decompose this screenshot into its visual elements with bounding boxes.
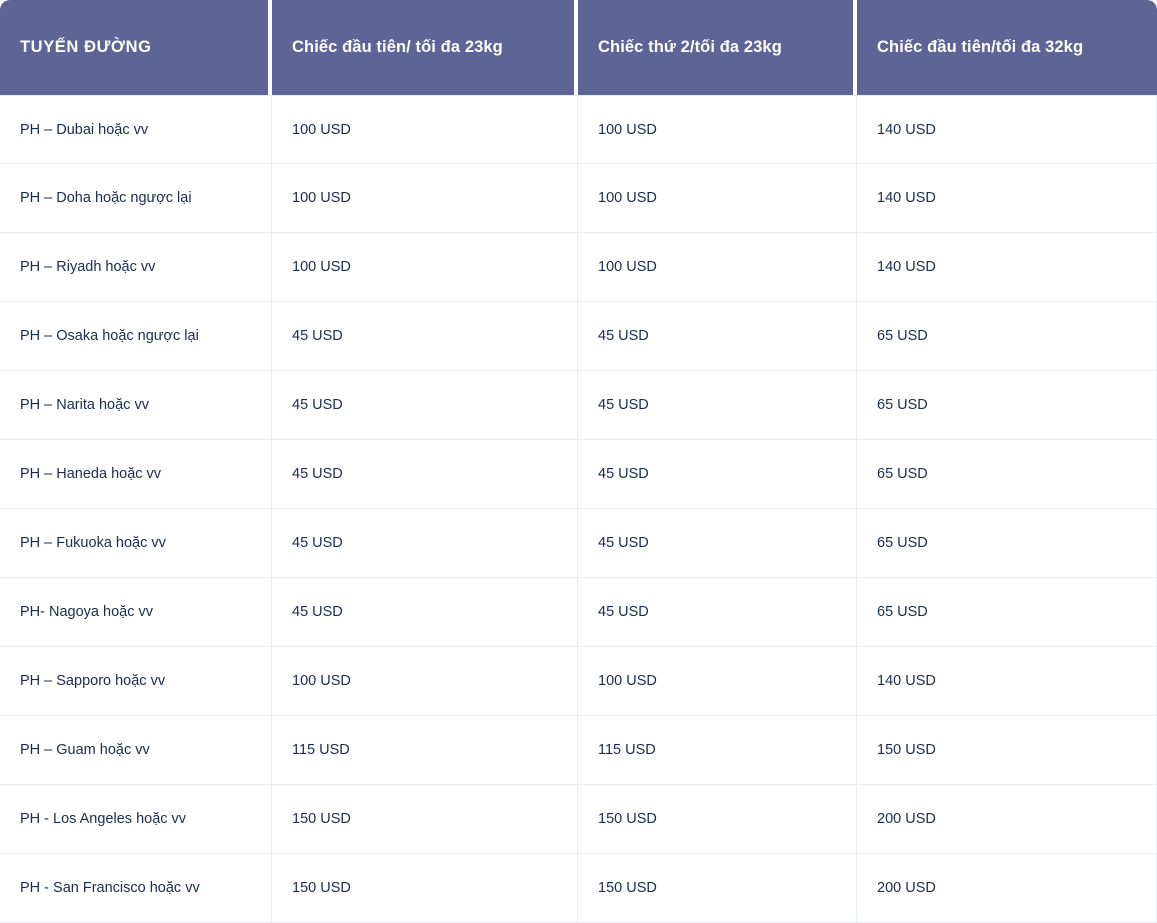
table-row: PH - San Francisco hoặc vv 150 USD 150 USD… — [0, 854, 1157, 923]
cell-second: 45 USD — [578, 509, 857, 578]
table-row: PH – Riyadh hoặc vv 100 USD 100 USD 140 USD — [0, 233, 1157, 302]
cell-second: 100 USD — [578, 95, 857, 164]
cell-second: 100 USD — [578, 647, 857, 716]
table-row: PH – Doha hoặc ngược lại 100 USD 100 USD 14… — [0, 164, 1157, 233]
cell-route: PH – Osaka hoặc ngược lại — [0, 302, 272, 371]
column-header-first: Chiếc đầu tiên/ tối đa 23kg — [272, 0, 578, 95]
cell-route: PH – Sapporo hoặc vv — [0, 647, 272, 716]
cell-second: 45 USD — [578, 371, 857, 440]
table-row: PH – Guam hoặc vv 115 USD 115 USD 150 USD — [0, 716, 1157, 785]
cell-third: 65 USD — [857, 509, 1157, 578]
cell-first: 100 USD — [272, 164, 578, 233]
table-row: PH- Nagoya hoặc vv 45 USD 45 USD 65 USD — [0, 578, 1157, 647]
cell-first: 150 USD — [272, 785, 578, 854]
cell-third: 65 USD — [857, 302, 1157, 371]
table-row: PH – Fukuoka hoặc vv 45 USD 45 USD 65 USD — [0, 509, 1157, 578]
cell-route: PH - Los Angeles hoặc vv — [0, 785, 272, 854]
cell-first: 150 USD — [272, 854, 578, 923]
cell-third: 150 USD — [857, 716, 1157, 785]
cell-third: 200 USD — [857, 785, 1157, 854]
cell-route: PH – Doha hoặc ngược lại — [0, 164, 272, 233]
table-row: PH – Dubai hoặc vv 100 USD 100 USD 140 USD — [0, 95, 1157, 164]
cell-first: 115 USD — [272, 716, 578, 785]
cell-third: 140 USD — [857, 164, 1157, 233]
table-row: PH - Los Angeles hoặc vv 150 USD 150 USD 20… — [0, 785, 1157, 854]
table-body: PH – Dubai hoặc vv 100 USD 100 USD 140 USD P… — [0, 95, 1157, 923]
cell-first: 45 USD — [272, 371, 578, 440]
table-row: PH – Haneda hoặc vv 45 USD 45 USD 65 USD — [0, 440, 1157, 509]
cell-route: PH- Nagoya hoặc vv — [0, 578, 272, 647]
cell-second: 150 USD — [578, 785, 857, 854]
table-header: TUYẾN ĐƯỜNG Chiếc đầu tiên/ tối đa 23kg … — [0, 0, 1157, 95]
cell-second: 150 USD — [578, 854, 857, 923]
cell-third: 140 USD — [857, 95, 1157, 164]
table-header-row: TUYẾN ĐƯỜNG Chiếc đầu tiên/ tối đa 23kg … — [0, 0, 1157, 95]
cell-second: 45 USD — [578, 578, 857, 647]
cell-third: 65 USD — [857, 440, 1157, 509]
cell-first: 45 USD — [272, 578, 578, 647]
cell-third: 140 USD — [857, 233, 1157, 302]
cell-route: PH – Fukuoka hoặc vv — [0, 509, 272, 578]
cell-first: 100 USD — [272, 647, 578, 716]
cell-second: 100 USD — [578, 164, 857, 233]
cell-route: PH – Haneda hoặc vv — [0, 440, 272, 509]
column-header-second: Chiếc thứ 2/tối đa 23kg — [578, 0, 857, 95]
column-header-route: TUYẾN ĐƯỜNG — [0, 0, 272, 95]
cell-first: 45 USD — [272, 440, 578, 509]
cell-second: 45 USD — [578, 302, 857, 371]
table-row: PH – Osaka hoặc ngược lại 45 USD 45 USD 65 … — [0, 302, 1157, 371]
cell-route: PH - San Francisco hoặc vv — [0, 854, 272, 923]
cell-route: PH – Dubai hoặc vv — [0, 95, 272, 164]
cell-first: 45 USD — [272, 509, 578, 578]
column-header-third: Chiếc đầu tiên/tối đa 32kg — [857, 0, 1157, 95]
cell-second: 45 USD — [578, 440, 857, 509]
table-row: PH – Narita hoặc vv 45 USD 45 USD 65 USD — [0, 371, 1157, 440]
cell-route: PH – Narita hoặc vv — [0, 371, 272, 440]
cell-route: PH – Riyadh hoặc vv — [0, 233, 272, 302]
cell-route: PH – Guam hoặc vv — [0, 716, 272, 785]
cell-first: 100 USD — [272, 95, 578, 164]
cell-third: 65 USD — [857, 371, 1157, 440]
cell-third: 200 USD — [857, 854, 1157, 923]
cell-first: 45 USD — [272, 302, 578, 371]
cell-third: 140 USD — [857, 647, 1157, 716]
cell-third: 65 USD — [857, 578, 1157, 647]
table-row: PH – Sapporo hoặc vv 100 USD 100 USD 140 US… — [0, 647, 1157, 716]
cell-first: 100 USD — [272, 233, 578, 302]
cell-second: 100 USD — [578, 233, 857, 302]
cell-second: 115 USD — [578, 716, 857, 785]
